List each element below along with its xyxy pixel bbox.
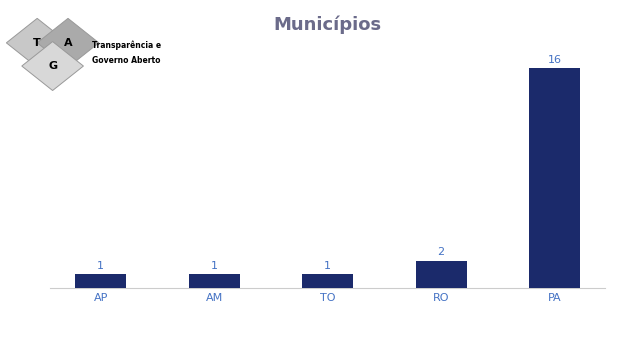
Polygon shape: [22, 42, 84, 91]
Title: Municípios: Municípios: [273, 15, 382, 34]
Bar: [529, 68, 580, 288]
Text: G: G: [48, 61, 57, 71]
Text: Transparência e: Transparência e: [92, 41, 162, 50]
Bar: [302, 274, 353, 288]
Text: Governo Aberto: Governo Aberto: [92, 56, 161, 65]
Text: 16: 16: [547, 55, 562, 65]
Text: T: T: [33, 38, 41, 48]
Polygon shape: [37, 18, 99, 67]
Polygon shape: [6, 18, 68, 67]
Text: 1: 1: [324, 261, 331, 271]
Bar: [416, 261, 467, 288]
Bar: [75, 274, 126, 288]
Text: 1: 1: [211, 261, 218, 271]
Text: 1: 1: [97, 261, 104, 271]
Text: 2: 2: [437, 247, 445, 257]
Bar: [188, 274, 240, 288]
Text: A: A: [64, 38, 72, 48]
